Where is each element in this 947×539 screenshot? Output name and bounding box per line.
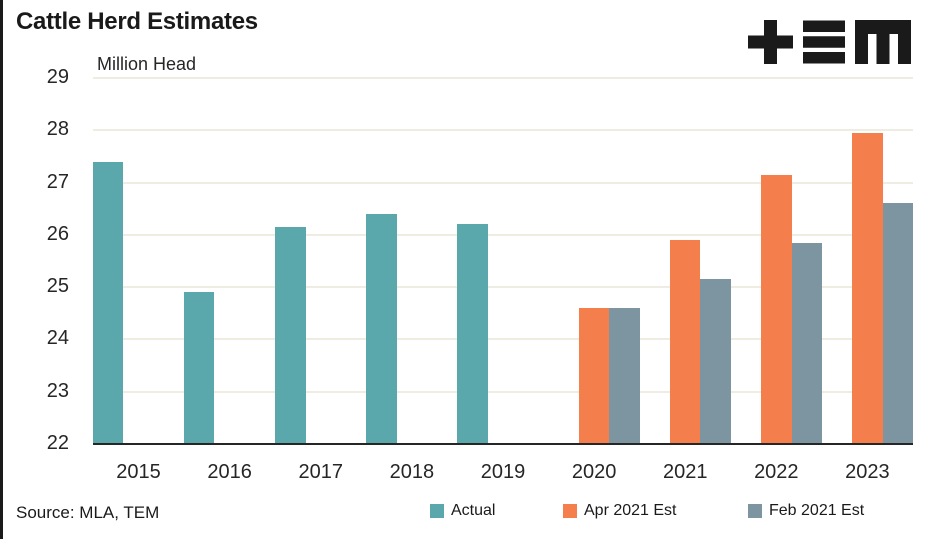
- bar-apr-2021-est-2021: [670, 240, 701, 444]
- bar-feb-2021-est-2020: [609, 308, 640, 444]
- y-tick-label-23: 23: [46, 379, 69, 402]
- tem-logo-icon: [748, 20, 913, 64]
- x-tick-label-2021: 2021: [662, 461, 708, 483]
- x-tick-label-2023: 2023: [845, 461, 890, 483]
- legend-label-apr-2021-est: Apr 2021 Est: [584, 502, 677, 519]
- source-note: Source: MLA, TEM: [16, 503, 160, 522]
- y-tick-label-22: 22: [46, 432, 69, 454]
- gridline-24: [93, 338, 913, 341]
- y-tick-label-24: 24: [46, 327, 69, 350]
- legend-label-feb-2021-est: Feb 2021 Est: [769, 502, 865, 519]
- x-tick-label-2017: 2017: [298, 461, 344, 483]
- bar-apr-2021-est-2022: [761, 174, 792, 444]
- bar-actual-2019: [457, 224, 488, 444]
- gridline-27: [93, 181, 913, 184]
- y-tick-label-25: 25: [46, 275, 69, 298]
- y-axis-unit-label: Million Head: [97, 54, 197, 74]
- y-tick-label-27: 27: [46, 170, 69, 193]
- legend-item-apr-2021-est: Apr 2021 Est: [563, 502, 677, 520]
- legend-swatch-apr-2021-est: [563, 504, 577, 518]
- bar-actual-2018: [366, 213, 397, 444]
- x-tick-label-2018: 2018: [389, 461, 435, 483]
- legend-label-actual: Actual: [451, 502, 496, 519]
- y-tick-label-26: 26: [46, 222, 69, 245]
- gridline-29: [93, 77, 913, 79]
- bar-actual-2015: [92, 161, 124, 444]
- chart-title: Cattle Herd Estimates: [16, 8, 258, 35]
- bar-apr-2021-est-2020: [578, 308, 610, 444]
- legend-item-actual: Actual: [430, 502, 495, 520]
- x-tick-label-2020: 2020: [571, 461, 617, 483]
- legend-swatch-actual: [430, 504, 444, 518]
- gridline-25: [93, 286, 913, 289]
- legend-item-feb-2021-est: Feb 2021 Est: [748, 502, 864, 520]
- gridline-26: [93, 233, 913, 236]
- x-tick-label-2019: 2019: [480, 461, 526, 483]
- bar-actual-2017: [275, 227, 306, 444]
- x-tick-label-2016: 2016: [207, 461, 252, 483]
- bar-feb-2021-est-2023: [882, 203, 914, 444]
- x-tick-label-2022: 2022: [754, 461, 799, 483]
- x-tick-label-2015: 2015: [116, 461, 161, 483]
- bar-actual-2016: [184, 292, 215, 444]
- bar-apr-2021-est-2023: [852, 132, 883, 444]
- gridline-28: [93, 129, 913, 132]
- y-tick-label-29: 29: [46, 66, 69, 88]
- gridline-23: [93, 390, 913, 393]
- bar-feb-2021-est-2022: [791, 242, 822, 444]
- y-tick-label-28: 28: [46, 118, 69, 141]
- legend-swatch-feb-2021-est: [748, 504, 762, 518]
- bar-feb-2021-est-2021: [700, 279, 731, 444]
- x-axis-line: [93, 443, 913, 445]
